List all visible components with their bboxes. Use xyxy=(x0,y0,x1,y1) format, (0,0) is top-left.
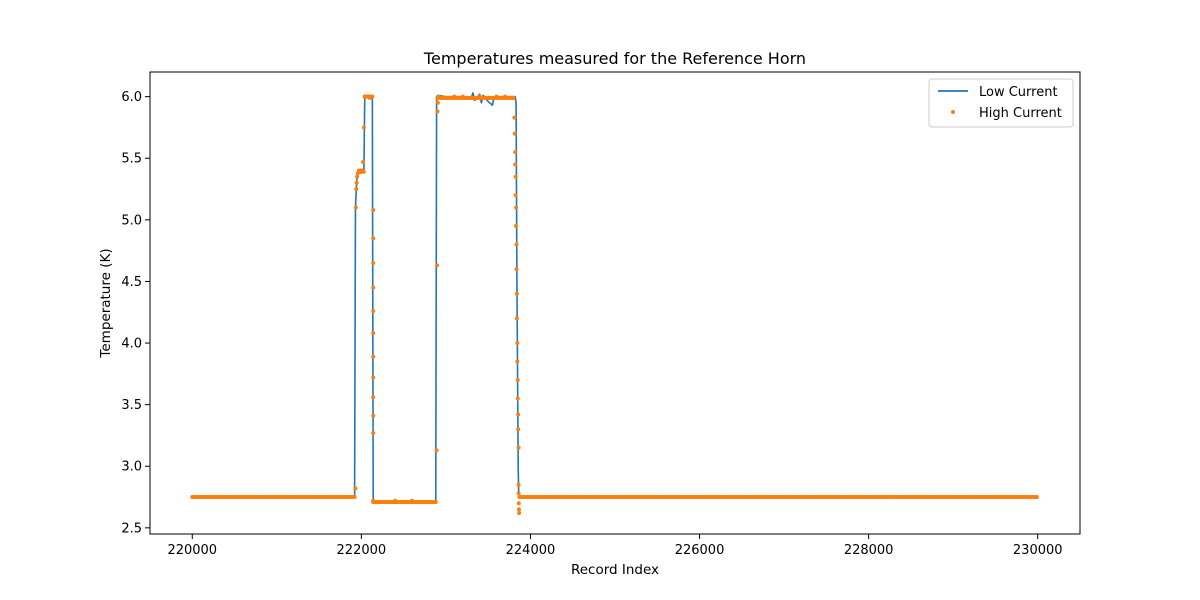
scatter-point xyxy=(418,499,423,504)
chart-title: Temperatures measured for the Reference … xyxy=(423,49,806,68)
scatter-point xyxy=(434,448,439,453)
y-tick-label: 4.0 xyxy=(121,337,142,352)
scatter-point xyxy=(452,94,457,99)
legend: Low Current High Current xyxy=(928,78,1074,128)
scatter-point xyxy=(353,486,358,491)
legend-label-high-current: High Current xyxy=(979,106,1062,121)
scatter-point xyxy=(371,309,376,314)
y-tick-label: 3.0 xyxy=(121,460,142,475)
scatter-point xyxy=(371,430,376,435)
scatter-point xyxy=(494,94,499,99)
scatter-point xyxy=(513,193,518,198)
x-tick-label: 222000 xyxy=(337,543,387,558)
scatter-point xyxy=(371,375,376,380)
scatter-point xyxy=(1034,495,1039,500)
scatter-point xyxy=(371,413,376,418)
scatter-point xyxy=(515,378,520,382)
scatter-point xyxy=(515,341,520,346)
plot-area xyxy=(190,92,1039,516)
series-line-low-current xyxy=(192,92,1038,505)
scatter-point xyxy=(353,205,358,210)
scatter-point xyxy=(517,511,522,516)
scatter-point xyxy=(371,285,376,290)
scatter-point xyxy=(371,354,376,359)
y-tick-label: 6.0 xyxy=(121,90,142,105)
scatter-point xyxy=(370,94,375,99)
x-tick-label: 220000 xyxy=(167,543,217,558)
scatter-point xyxy=(514,224,519,228)
scatter-point xyxy=(460,94,465,99)
scatter-point xyxy=(516,427,521,432)
scatter-point xyxy=(443,95,448,100)
y-axis: 2.5 3.0 3.5 4.0 4.5 5.0 5.5 6.0 xyxy=(121,90,150,536)
scatter-point xyxy=(516,445,521,450)
scatter-point xyxy=(401,499,406,504)
scatter-point xyxy=(513,150,518,155)
scatter-point xyxy=(516,482,521,487)
scatter-point xyxy=(514,316,519,321)
scatter-point xyxy=(435,109,440,114)
y-axis-label: Temperature (K) xyxy=(98,248,114,358)
x-axis: 220000 222000 224000 226000 228000 230000 xyxy=(167,534,1063,558)
scatter-point xyxy=(371,207,376,212)
legend-label-low-current: Low Current xyxy=(979,85,1058,100)
scatter-point xyxy=(427,499,431,504)
scatter-point xyxy=(503,94,508,99)
x-tick-label: 228000 xyxy=(844,543,894,558)
scatter-point xyxy=(372,499,377,504)
scatter-point xyxy=(515,396,520,401)
scatter-point xyxy=(354,187,359,192)
scatter-point xyxy=(371,236,376,241)
scatter-point xyxy=(435,100,440,105)
scatter-point xyxy=(513,162,518,167)
scatter-point xyxy=(354,180,359,185)
scatter-point xyxy=(371,260,376,265)
scatter-point xyxy=(511,95,516,100)
scatter-point xyxy=(393,498,398,503)
scatter-point xyxy=(516,412,521,417)
scatter-point xyxy=(433,499,438,504)
scatter-point xyxy=(516,507,521,512)
scatter-point xyxy=(384,499,389,504)
y-tick-label: 5.5 xyxy=(121,152,142,167)
scatter-point xyxy=(371,395,376,400)
scatter-point xyxy=(352,495,357,500)
scatter-point xyxy=(361,125,366,130)
scatter-point xyxy=(513,174,518,179)
scatter-point xyxy=(514,205,519,210)
scatter-point xyxy=(514,291,519,296)
y-tick-label: 3.5 xyxy=(121,398,142,413)
scatter-point xyxy=(355,174,360,179)
scatter-point xyxy=(512,115,517,120)
y-tick-label: 2.5 xyxy=(121,521,142,536)
legend-marker-swatch xyxy=(951,110,955,114)
scatter-point xyxy=(512,131,517,136)
x-tick-label: 230000 xyxy=(1013,543,1063,558)
scatter-point xyxy=(435,263,440,268)
scatter-point xyxy=(371,331,376,336)
scatter-point xyxy=(469,95,474,100)
scatter-point xyxy=(516,491,521,496)
scatter-point xyxy=(361,159,366,164)
scatter-point xyxy=(515,359,520,364)
scatter-point xyxy=(410,498,415,503)
x-axis-label: Record Index xyxy=(571,562,659,578)
scatter-point xyxy=(516,501,521,506)
scatter-point xyxy=(477,94,482,99)
y-tick-label: 5.0 xyxy=(121,213,142,228)
x-tick-label: 224000 xyxy=(506,543,556,558)
scatter-point xyxy=(486,95,491,100)
scatter-point xyxy=(360,168,365,173)
x-tick-label: 226000 xyxy=(675,543,725,558)
scatter-point xyxy=(436,94,441,99)
scatter-point xyxy=(514,242,519,247)
scatter-point xyxy=(514,267,519,272)
plot-frame xyxy=(149,71,1081,535)
y-tick-label: 4.5 xyxy=(121,275,142,290)
